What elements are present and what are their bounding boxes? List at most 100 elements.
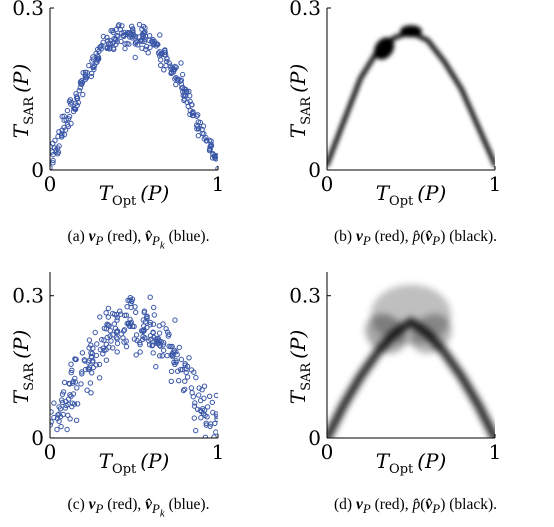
data-point	[215, 165, 218, 170]
data-point	[117, 308, 123, 314]
x-tick-label: 1	[489, 172, 502, 196]
data-point	[204, 404, 211, 410]
data-point	[59, 132, 65, 139]
chart-c: 0 1 0 0.3 TOpt (P) TSAR(P)	[9, 272, 224, 477]
data-point	[105, 305, 112, 312]
data-point	[79, 371, 85, 377]
data-point	[188, 101, 195, 108]
data-point	[104, 334, 111, 341]
data-point	[123, 343, 130, 350]
data-point	[93, 50, 99, 57]
data-point	[129, 26, 136, 32]
data-point	[82, 366, 89, 373]
chart-a: 0 1 0 0.3 TOpt (P) TSAR(P)	[9, 0, 225, 209]
data-point	[213, 392, 218, 399]
data-point	[203, 138, 210, 144]
data-point	[168, 343, 174, 350]
y-tick-label: 0.3	[289, 0, 321, 20]
data-point	[157, 353, 163, 359]
data-point	[79, 78, 85, 84]
data-point	[165, 333, 172, 339]
data-point	[214, 416, 218, 422]
data-point	[58, 423, 64, 430]
data-point	[191, 403, 198, 409]
data-point	[86, 364, 93, 371]
data-point	[132, 304, 138, 310]
data-point	[113, 334, 120, 341]
x-tick-label: 0	[321, 172, 334, 196]
data-point	[65, 401, 71, 408]
data-point	[72, 106, 79, 113]
data-point	[99, 336, 105, 343]
data-point	[183, 369, 189, 376]
data-point	[101, 347, 107, 354]
data-point	[183, 366, 189, 372]
data-point	[211, 434, 217, 438]
data-point	[122, 45, 128, 52]
data-point	[111, 36, 117, 42]
data-point	[78, 381, 84, 387]
data-point	[96, 375, 103, 381]
data-point	[151, 304, 157, 311]
data-point	[59, 391, 66, 397]
data-point	[67, 381, 73, 387]
data-point	[159, 353, 166, 359]
data-point	[90, 64, 96, 70]
data-point	[58, 437, 62, 438]
data-point	[196, 125, 202, 132]
data-point	[183, 93, 189, 99]
data-point	[199, 387, 205, 393]
data-point	[85, 366, 91, 372]
data-point	[132, 54, 138, 61]
data-point	[121, 327, 128, 333]
data-point	[97, 44, 104, 50]
data-point	[146, 342, 153, 348]
data-point	[195, 133, 202, 139]
data-point	[147, 319, 154, 326]
y-tick-label: 0	[31, 426, 44, 450]
data-point	[50, 409, 54, 415]
data-point	[210, 409, 216, 416]
data-point	[178, 356, 185, 363]
data-point	[151, 312, 158, 318]
data-point	[94, 53, 101, 59]
data-point	[188, 385, 195, 391]
data-point	[64, 122, 71, 128]
data-point	[176, 344, 183, 351]
data-point	[88, 73, 95, 80]
data-point	[190, 112, 197, 119]
data-point	[173, 359, 179, 366]
data-point	[158, 50, 165, 57]
chart-b: 0 1 0 0.3 TOpt (P) TSAR(P)	[286, 0, 502, 209]
data-point	[50, 160, 56, 166]
data-point	[107, 333, 113, 339]
data-point	[100, 33, 107, 40]
data-point	[155, 340, 162, 347]
data-point	[182, 378, 188, 384]
data-point	[154, 336, 160, 342]
x-tick-label: 1	[212, 172, 225, 196]
scatter-points-c	[50, 294, 218, 438]
data-point	[110, 27, 116, 34]
data-point	[68, 361, 74, 367]
y-axis-label: TSAR(P)	[9, 330, 37, 405]
data-point	[55, 149, 62, 155]
data-point	[209, 399, 216, 406]
data-point	[106, 344, 112, 350]
data-point	[172, 76, 178, 82]
data-point	[133, 309, 139, 315]
y-tick-label: 0.3	[12, 0, 44, 20]
data-point	[179, 85, 185, 91]
data-point	[123, 31, 129, 38]
density-lobe-left	[374, 37, 395, 60]
data-point	[79, 369, 85, 375]
data-point	[50, 165, 53, 170]
data-point	[67, 101, 74, 107]
data-point	[76, 87, 83, 94]
panel-a: 0 1 0 0.3 TOpt (P) TSAR(P) (a) vP (red), v̂Pk …	[0, 0, 277, 263]
data-point	[66, 113, 73, 120]
data-point	[162, 47, 168, 53]
data-point	[118, 38, 124, 45]
data-point	[68, 120, 74, 127]
data-point	[196, 385, 202, 391]
